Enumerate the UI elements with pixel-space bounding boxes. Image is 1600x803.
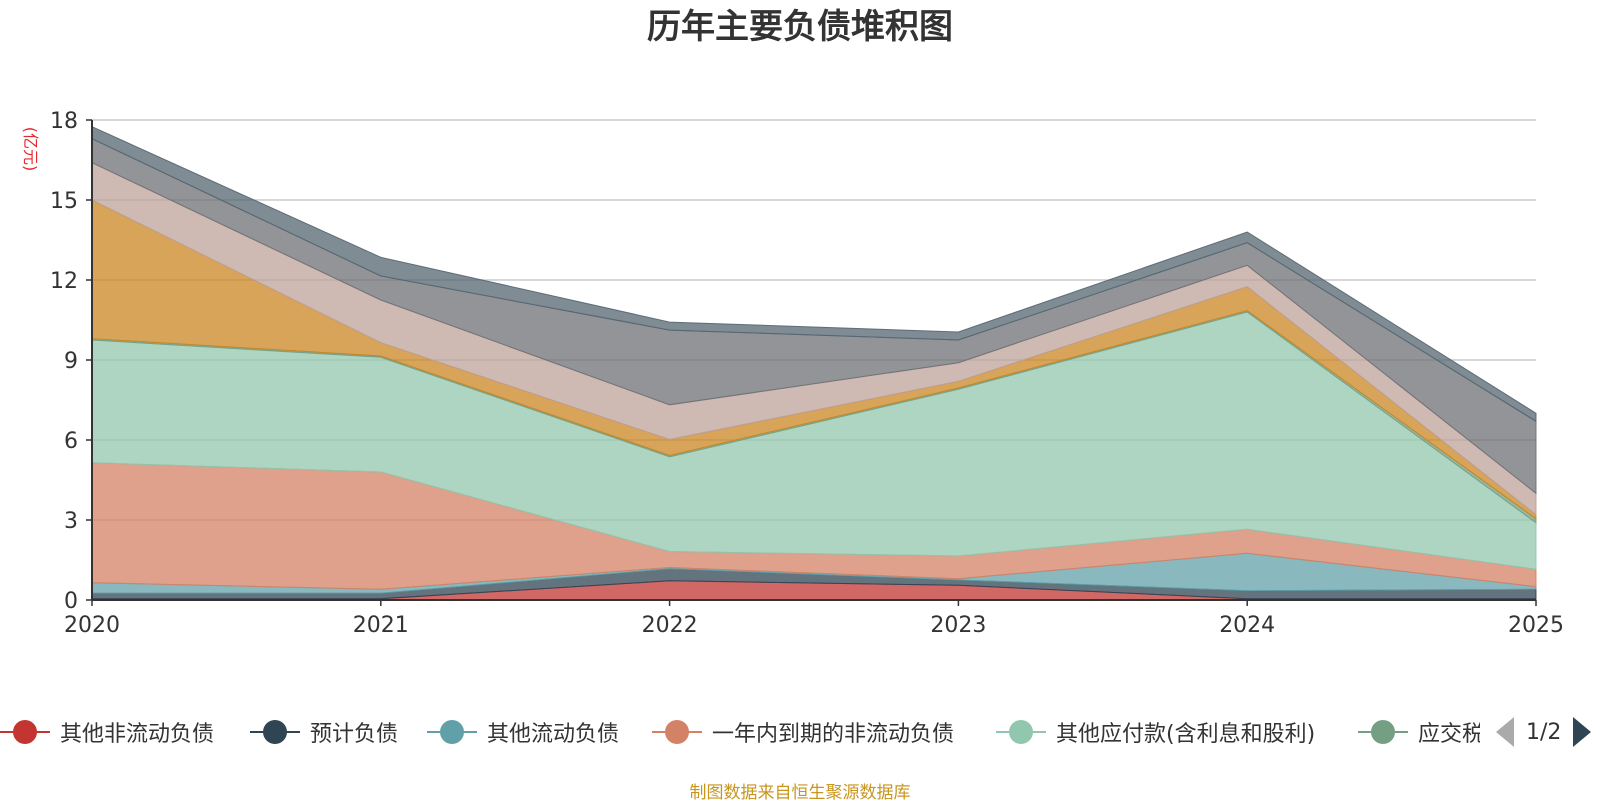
legend: 其他非流动负债 预计负债 其他流动负债 一年内到期的非流动负债 其他应付款(含利… xyxy=(0,712,1600,752)
x-tick-label: 2024 xyxy=(1219,613,1275,638)
y-tick-label: 15 xyxy=(50,189,78,214)
y-tick-label: 18 xyxy=(50,109,78,134)
legend-next-page-icon[interactable] xyxy=(1573,717,1592,747)
chart-title: 历年主要负债堆积图 xyxy=(647,7,953,47)
y-tick-label: 3 xyxy=(64,509,78,534)
source-note: 制图数据来自恒生聚源数据库 xyxy=(689,783,911,803)
area-series-10[interactable] xyxy=(91,125,1537,423)
legend-marker-icon xyxy=(996,712,1046,752)
legend-label: 其他应付款(含利息和股利) xyxy=(1056,722,1316,747)
legend-label: 其他非流动负债 xyxy=(60,722,215,747)
stacked-area-chart: 0 3 6 9 12 15 18 2020 2021 2022 2023 2024 2025 xyxy=(50,109,1564,638)
x-tick-label: 2025 xyxy=(1508,613,1564,638)
legend-page-indicator: 1/2 xyxy=(1526,719,1562,745)
legend-marker-icon xyxy=(652,712,702,752)
y-tick-label: 0 xyxy=(64,589,78,614)
x-tick-label: 2023 xyxy=(930,613,986,638)
x-tick-label: 2022 xyxy=(642,613,698,638)
legend-label: 应交税费 xyxy=(1418,722,1480,747)
legend-item-other-payables[interactable]: 其他应付款(含利息和股利) xyxy=(996,712,1315,752)
x-tick-label: 2021 xyxy=(353,613,409,638)
legend-item-taxes-payable[interactable]: 应交税费 xyxy=(1358,712,1480,752)
legend-prev-page-icon[interactable] xyxy=(1496,717,1514,747)
legend-marker-icon xyxy=(427,712,477,752)
legend-item-other-current-liabilities[interactable]: 其他流动负债 xyxy=(427,712,619,752)
legend-marker-icon xyxy=(250,712,300,752)
area-series xyxy=(91,125,1537,601)
x-tick-label: 2020 xyxy=(64,613,120,638)
legend-marker-icon xyxy=(1358,712,1408,752)
legend-item-estimated-liabilities[interactable]: 预计负债 xyxy=(250,712,398,752)
axes: 0 3 6 9 12 15 18 2020 2021 2022 2023 2024 2025 xyxy=(50,109,1564,638)
legend-label: 一年内到期的非流动负债 xyxy=(712,722,955,747)
y-tick-label: 12 xyxy=(50,269,78,294)
legend-label: 预计负债 xyxy=(310,722,399,747)
legend-marker-icon xyxy=(0,712,50,752)
legend-pager: 1/2 xyxy=(1496,712,1592,752)
legend-item-current-portion-noncurrent[interactable]: 一年内到期的非流动负债 xyxy=(652,712,954,752)
y-tick-label: 9 xyxy=(64,349,78,374)
legend-item-other-noncurrent-liabilities[interactable]: 其他非流动负债 xyxy=(0,712,214,752)
legend-items: 其他非流动负债 预计负债 其他流动负债 一年内到期的非流动负债 其他应付款(含利… xyxy=(0,712,1480,752)
legend-label: 其他流动负债 xyxy=(487,722,620,747)
y-tick-label: 6 xyxy=(64,429,78,454)
